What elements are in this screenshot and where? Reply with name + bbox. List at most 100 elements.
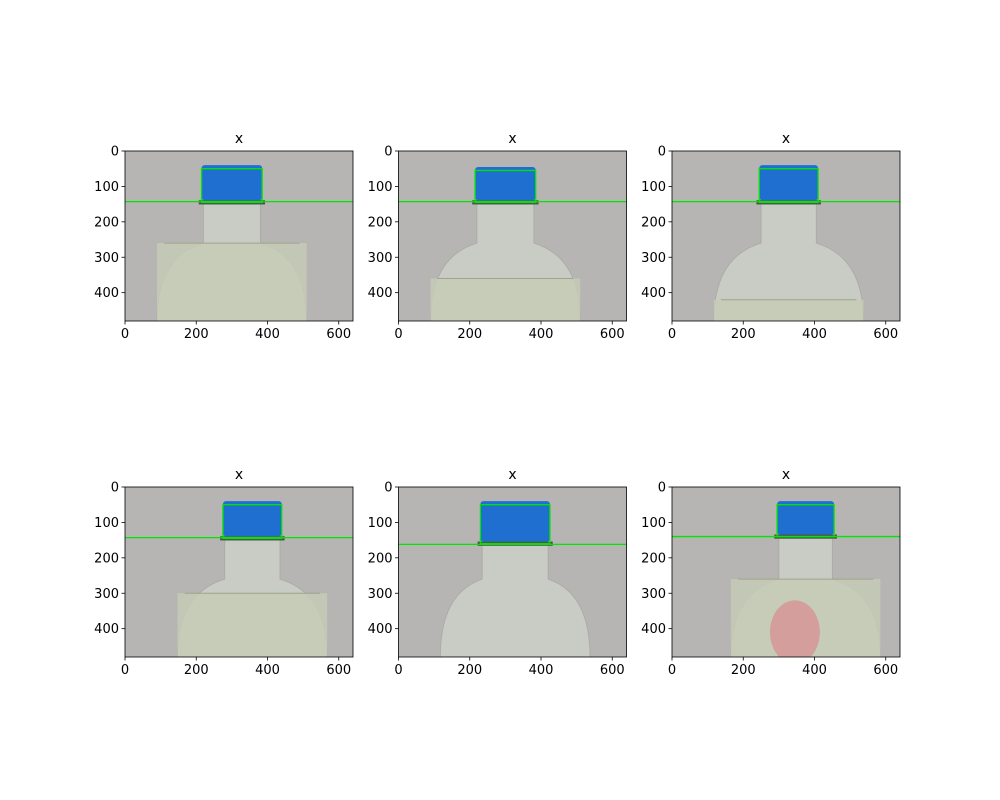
x-tick-label: 200 bbox=[731, 327, 756, 342]
x-tick-label: 200 bbox=[731, 663, 756, 678]
subplot-title: x bbox=[508, 131, 516, 147]
x-tick-label: 0 bbox=[668, 663, 676, 678]
subplot-3: x 0 200 400 600 0 100 200 300 400 bbox=[641, 131, 901, 342]
y-tick-label: 0 bbox=[111, 481, 119, 496]
x-tick-label: 0 bbox=[394, 327, 402, 342]
y-tick-label: 300 bbox=[94, 587, 119, 602]
detection-box bbox=[474, 169, 537, 204]
y-tick-label: 400 bbox=[368, 286, 393, 301]
detection-box bbox=[758, 168, 819, 204]
y-tick-label: 300 bbox=[368, 251, 393, 266]
x-tick-label: 400 bbox=[529, 327, 554, 342]
subplot-1: x 0 200 400 600 0 100 200 300 400 bbox=[94, 131, 354, 342]
bottle-cap bbox=[475, 166, 536, 201]
y-tick-label: 400 bbox=[368, 622, 393, 637]
y-tick-label: 300 bbox=[641, 251, 666, 266]
subplot-grid: x 0 200 400 600 0 100 200 300 400 x 0 200 400 600 0 100 2… bbox=[94, 131, 901, 678]
detection-box bbox=[479, 504, 551, 545]
y-tick-label: 400 bbox=[641, 622, 666, 637]
y-tick-label: 100 bbox=[641, 180, 666, 195]
liquid bbox=[157, 243, 307, 321]
liquid bbox=[177, 593, 328, 657]
y-tick-label: 300 bbox=[641, 587, 666, 602]
y-tick-label: 200 bbox=[94, 215, 119, 230]
y-tick-label: 300 bbox=[368, 587, 393, 602]
axes-frame bbox=[671, 486, 901, 658]
y-tick-label: 200 bbox=[641, 215, 666, 230]
subplot-5: x 0 200 400 600 0 100 200 300 400 bbox=[368, 467, 627, 678]
y-tick-label: 200 bbox=[641, 551, 666, 566]
bottle-photo bbox=[125, 151, 353, 321]
x-tick-label: 400 bbox=[255, 327, 280, 342]
subplot-title: x bbox=[508, 467, 516, 483]
red-label-reflection bbox=[769, 600, 820, 657]
bottle-body bbox=[713, 201, 864, 321]
subplot-4: x 0 200 400 600 0 100 200 300 400 bbox=[94, 467, 354, 678]
bottle-photo bbox=[398, 487, 627, 657]
y-tick-label: 200 bbox=[368, 215, 393, 230]
y-tick-label: 0 bbox=[658, 145, 666, 160]
liquid bbox=[713, 299, 864, 321]
y-tick-label: 0 bbox=[384, 481, 392, 496]
liquid bbox=[430, 278, 581, 321]
y-tick-label: 200 bbox=[368, 551, 393, 566]
subplot-title: x bbox=[235, 131, 243, 147]
subplot-6: x 0 200 400 600 0 100 200 300 400 bbox=[641, 467, 901, 678]
x-tick-label: 400 bbox=[802, 327, 827, 342]
axes-frame bbox=[671, 150, 901, 322]
bottle-cap bbox=[222, 501, 282, 537]
y-tick-label: 0 bbox=[111, 145, 119, 160]
x-tick-label: 400 bbox=[802, 663, 827, 678]
x-tick-label: 0 bbox=[121, 327, 129, 342]
x-tick-label: 400 bbox=[255, 663, 280, 678]
subplot-title: x bbox=[235, 467, 243, 483]
x-tick-label: 200 bbox=[457, 663, 482, 678]
x-tick-label: 0 bbox=[121, 663, 129, 678]
y-tick-label: 0 bbox=[384, 145, 392, 160]
y-tick-label: 100 bbox=[641, 516, 666, 531]
axes-frame bbox=[398, 486, 627, 658]
x-tick-label: 600 bbox=[600, 327, 625, 342]
x-tick-label: 400 bbox=[529, 663, 554, 678]
subplot-2: x 0 200 400 600 0 100 200 300 400 bbox=[368, 131, 627, 342]
bottle-cap bbox=[759, 165, 819, 201]
x-tick-label: 600 bbox=[873, 327, 898, 342]
x-tick-label: 600 bbox=[600, 663, 625, 678]
bottle-body bbox=[439, 543, 591, 657]
y-tick-label: 100 bbox=[94, 516, 119, 531]
x-tick-label: 0 bbox=[668, 327, 676, 342]
bottle-cap bbox=[777, 501, 835, 535]
bottle-photo bbox=[398, 151, 627, 321]
y-tick-label: 400 bbox=[641, 286, 666, 301]
detection-box bbox=[200, 168, 263, 204]
axes-frame bbox=[398, 150, 627, 322]
axes-frame bbox=[124, 486, 354, 658]
y-tick-label: 400 bbox=[94, 286, 119, 301]
bottle-cap bbox=[480, 501, 550, 542]
detection-box bbox=[222, 504, 283, 540]
bottle-cap bbox=[201, 165, 263, 201]
detection-box bbox=[776, 504, 835, 538]
bottle-photo bbox=[672, 151, 900, 321]
y-tick-label: 400 bbox=[94, 622, 119, 637]
y-tick-label: 100 bbox=[368, 180, 393, 195]
subplot-title: x bbox=[782, 131, 790, 147]
x-tick-label: 200 bbox=[184, 327, 209, 342]
x-tick-label: 200 bbox=[457, 327, 482, 342]
axes-frame bbox=[124, 150, 354, 322]
x-tick-label: 600 bbox=[873, 663, 898, 678]
bottle-photo bbox=[672, 487, 900, 657]
y-tick-label: 200 bbox=[94, 551, 119, 566]
x-tick-label: 600 bbox=[326, 663, 351, 678]
y-tick-label: 300 bbox=[94, 251, 119, 266]
y-tick-label: 0 bbox=[658, 481, 666, 496]
y-tick-label: 100 bbox=[94, 180, 119, 195]
y-tick-label: 100 bbox=[368, 516, 393, 531]
x-tick-label: 600 bbox=[326, 327, 351, 342]
x-tick-label: 200 bbox=[184, 663, 209, 678]
subplot-title: x bbox=[782, 467, 790, 483]
bottle-photo bbox=[125, 487, 353, 657]
x-tick-label: 0 bbox=[394, 663, 402, 678]
